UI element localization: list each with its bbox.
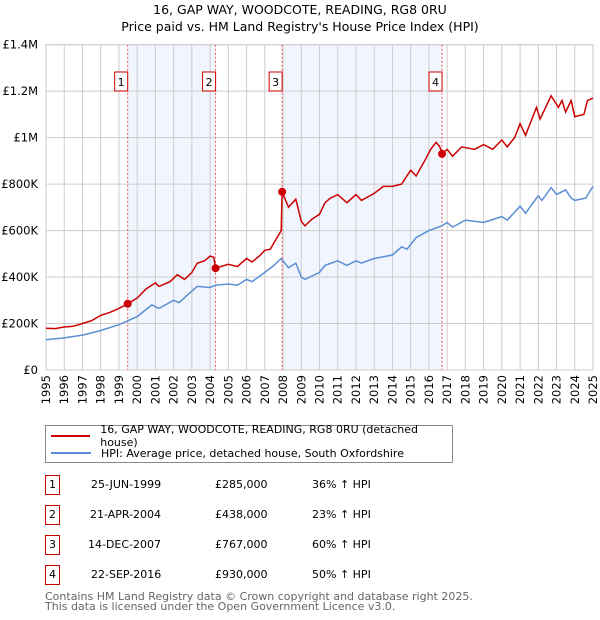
table-row: 1 25-JUN-1999 £285,000 36% ↑ HPI (45, 475, 465, 495)
x-tick-label: 2005 (221, 375, 235, 404)
x-tick-label: 2022 (531, 375, 545, 404)
sale-number: 4 (45, 565, 60, 585)
x-tick-label: 1999 (112, 375, 126, 404)
legend: 16, GAP WAY, WOODCOTE, READING, RG8 0RU … (45, 423, 453, 463)
x-tick-label: 2004 (203, 375, 217, 404)
sale-date: 14-DEC-2007 (88, 538, 162, 551)
sale-hpi: 60% ↑ HPI (312, 538, 371, 551)
x-tick-label: 1995 (39, 375, 53, 404)
sale-label: 4 (432, 76, 439, 89)
shaded-period (282, 44, 443, 370)
x-tick-label: 2003 (185, 375, 199, 404)
x-tick-label: 2000 (130, 375, 144, 404)
x-tick-label: 2017 (440, 375, 454, 404)
table-row: 2 21-APR-2004 £438,000 23% ↑ HPI (45, 505, 465, 525)
sale-date: 21-APR-2004 (90, 508, 162, 521)
x-tick-label: 2009 (294, 375, 308, 404)
sale-label-box (268, 71, 283, 92)
plot-frame (45, 44, 594, 371)
x-tick-label: 2018 (458, 375, 472, 404)
sale-point (438, 149, 447, 158)
legend-item-property: 16, GAP WAY, WOODCOTE, READING, RG8 0RU … (51, 423, 452, 449)
footer-licence: This data is licensed under the Open Gov… (45, 600, 396, 613)
x-tick-label: 2023 (550, 375, 564, 404)
x-tick-label: 2025 (586, 375, 600, 404)
sale-price: £930,000 (215, 568, 268, 581)
x-tick-label: 1998 (94, 375, 108, 404)
sale-label-box (428, 71, 443, 92)
y-tick-label: £1M (13, 131, 38, 145)
table-row: 3 14-DEC-2007 £767,000 60% ↑ HPI (45, 535, 465, 555)
footer-copyright: Contains HM Land Registry data © Crown c… (45, 590, 473, 603)
sale-hpi: 36% ↑ HPI (312, 478, 371, 491)
sale-label-box (202, 71, 217, 92)
x-tick-label: 1997 (75, 375, 89, 404)
x-tick-label: 2013 (367, 375, 381, 404)
sale-hpi: 23% ↑ HPI (312, 508, 371, 521)
x-tick-label: 2014 (385, 375, 399, 404)
x-tick-label: 2020 (495, 375, 509, 404)
y-tick-label: £0 (23, 363, 38, 377)
sale-date: 25-JUN-1999 (91, 478, 162, 491)
y-tick-label: £200K (1, 317, 38, 331)
sale-point (211, 264, 220, 273)
chart-subtitle: Price paid vs. HM Land Registry's House … (121, 19, 479, 34)
sale-label-box (114, 71, 129, 92)
sale-price: £767,000 (215, 538, 268, 551)
legend-swatch (51, 452, 91, 454)
y-tick-label: £800K (1, 177, 38, 191)
sale-price: £438,000 (215, 508, 268, 521)
x-tick-label: 1996 (57, 375, 71, 404)
sale-point (123, 299, 132, 308)
x-tick-label: 2010 (313, 375, 327, 404)
sale-price: £285,000 (215, 478, 268, 491)
x-tick-label: 2012 (349, 375, 363, 404)
shaded-period (127, 44, 216, 370)
x-tick-label: 2011 (331, 375, 345, 404)
sale-label: 1 (118, 76, 125, 89)
y-tick-label: £400K (1, 270, 38, 284)
series-line (45, 94, 594, 330)
sale-number: 2 (45, 505, 60, 525)
y-tick-label: £1.4M (2, 38, 38, 52)
sale-label: 3 (272, 76, 279, 89)
chart-title: 16, GAP WAY, WOODCOTE, READING, RG8 0RU (153, 2, 447, 17)
x-tick-label: 2002 (167, 375, 181, 404)
y-tick-label: £600K (1, 224, 38, 238)
sale-label: 2 (206, 76, 213, 89)
legend-swatch (51, 435, 91, 437)
x-tick-label: 2016 (422, 375, 436, 404)
sale-hpi: 50% ↑ HPI (312, 568, 371, 581)
series-line (45, 186, 594, 341)
sale-number: 1 (45, 475, 60, 495)
sale-point (278, 187, 287, 196)
x-tick-label: 2019 (477, 375, 491, 404)
x-tick-label: 2006 (240, 375, 254, 404)
table-row: 4 22-SEP-2016 £930,000 50% ↑ HPI (45, 565, 465, 585)
x-tick-label: 2008 (276, 375, 290, 404)
x-tick-label: 2024 (568, 375, 582, 404)
sale-number: 3 (45, 535, 60, 555)
x-tick-label: 2007 (258, 375, 272, 404)
price-chart: 1995 1996 1997 1998 1999 2000 2001 2002 2003 2004… (1, 38, 600, 405)
x-tick-label: 2015 (404, 375, 418, 404)
sale-date: 22-SEP-2016 (91, 568, 162, 581)
legend-label: 16, GAP WAY, WOODCOTE, READING, RG8 0RU … (100, 423, 419, 449)
x-tick-label: 2021 (513, 375, 527, 404)
x-tick-label: 2001 (148, 375, 162, 404)
legend-label: HPI: Average price, detached house, Sout… (101, 446, 404, 460)
y-tick-label: £1.2M (2, 84, 38, 98)
legend-item-hpi: HPI: Average price, detached house, Sout… (51, 445, 404, 461)
